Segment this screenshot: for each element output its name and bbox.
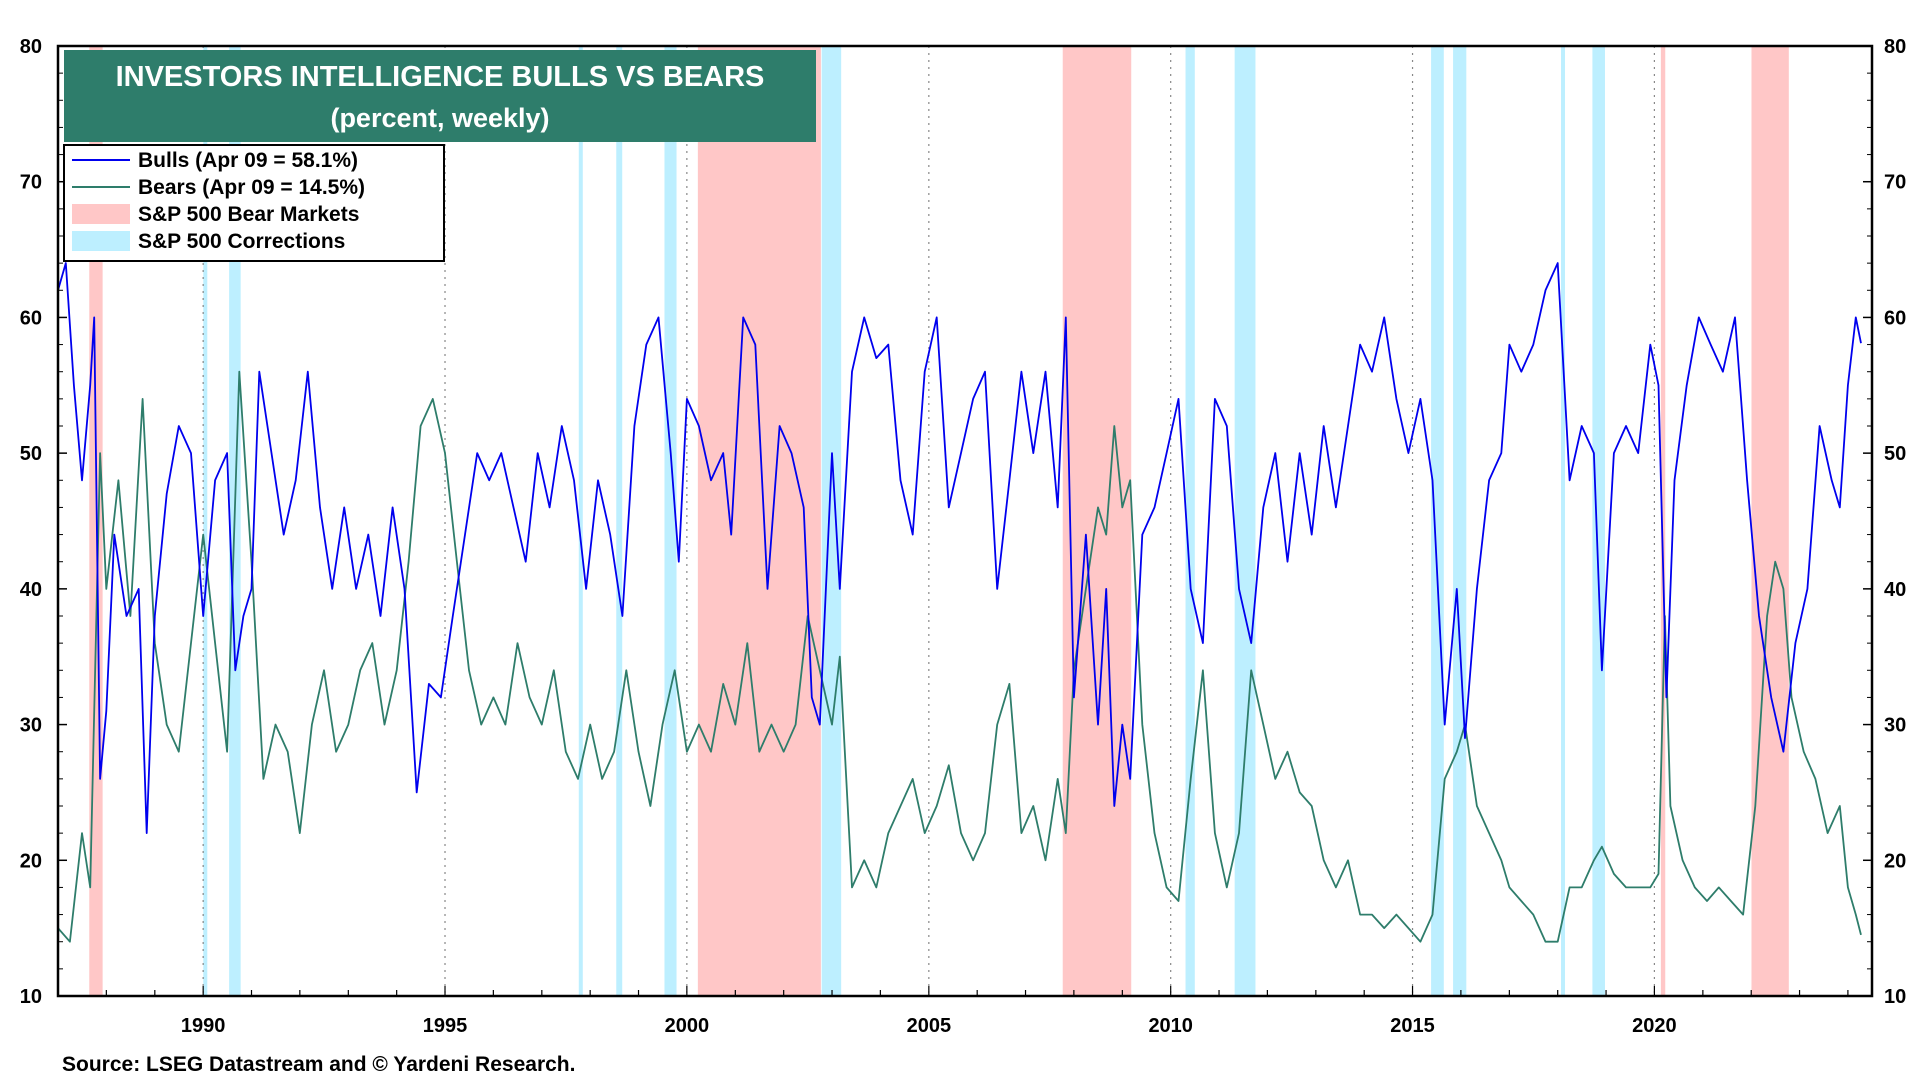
series-line-bulls <box>57 262 1862 834</box>
y-tick-label-left-80: 80 <box>20 36 42 58</box>
correction-band-0 <box>203 46 208 996</box>
x-tick-label-2015: 2015 <box>1390 1015 1435 1037</box>
y-tick-label-right-80: 80 <box>1884 36 1906 58</box>
x-tick-label-1990: 1990 <box>181 1015 226 1037</box>
y-tick-label-left-10: 10 <box>20 986 42 1008</box>
correction-band-11 <box>1592 46 1605 996</box>
y-tick-label-right-10: 10 <box>1884 986 1906 1008</box>
legend-label-2: S&P 500 Bear Markets <box>138 203 359 226</box>
bear-market-band-4 <box>1751 46 1789 996</box>
y-tick-label-left-20: 20 <box>20 850 42 872</box>
y-tick-label-right-50: 50 <box>1884 443 1906 465</box>
x-tick-label-1995: 1995 <box>423 1015 468 1037</box>
grid-layer <box>202 46 1655 996</box>
legend-label-1: Bears (Apr 09 = 14.5%) <box>138 176 365 199</box>
correction-band-9 <box>1453 46 1467 996</box>
y-tick-label-left-40: 40 <box>20 579 42 601</box>
y-tick-label-right-70: 70 <box>1884 172 1906 194</box>
title-box: INVESTORS INTELLIGENCE BULLS VS BEARS (p… <box>64 50 816 142</box>
correction-band-4 <box>664 46 677 996</box>
y-tick-label-left-70: 70 <box>20 172 42 194</box>
legend-label-0: Bulls (Apr 09 = 58.1%) <box>138 149 358 172</box>
x-tick-label-2005: 2005 <box>907 1015 952 1037</box>
y-tick-label-left-30: 30 <box>20 715 42 737</box>
correction-band-3 <box>616 46 623 996</box>
legend-swatch-2 <box>72 204 130 224</box>
bear-market-band-2 <box>1062 46 1132 996</box>
y-tick-label-right-20: 20 <box>1884 850 1906 872</box>
bear-market-band-1 <box>697 46 821 996</box>
correction-band-5 <box>821 46 842 996</box>
correction-band-2 <box>578 46 583 996</box>
y-tick-label-right-40: 40 <box>1884 579 1906 601</box>
x-tick-label-2010: 2010 <box>1148 1015 1193 1037</box>
source-note: Source: LSEG Datastream and © Yardeni Re… <box>62 1053 575 1076</box>
series-layer <box>57 262 1862 943</box>
series-line-bears <box>57 370 1862 943</box>
legend-label-3: S&P 500 Corrections <box>138 230 345 253</box>
bear-market-band-3 <box>1660 46 1666 996</box>
correction-band-10 <box>1561 46 1566 996</box>
y-tick-label-right-60: 60 <box>1884 307 1906 329</box>
chart-subtitle: (percent, weekly) <box>330 103 549 133</box>
legend-swatch-3 <box>72 231 130 251</box>
y-tick-label-right-30: 30 <box>1884 715 1906 737</box>
correction-band-7 <box>1234 46 1256 996</box>
correction-band-8 <box>1431 46 1444 996</box>
plot-frame <box>56 44 1874 998</box>
x-tick-label-2020: 2020 <box>1632 1015 1677 1037</box>
chart-title: INVESTORS INTELLIGENCE BULLS VS BEARS <box>116 61 765 93</box>
y-tick-label-left-50: 50 <box>20 443 42 465</box>
legend: Bulls (Apr 09 = 58.1%) Bears (Apr 09 = 14… <box>63 144 445 262</box>
correction-band-6 <box>1185 46 1195 996</box>
x-tick-label-2000: 2000 <box>665 1015 710 1037</box>
y-tick-label-left-60: 60 <box>20 307 42 329</box>
